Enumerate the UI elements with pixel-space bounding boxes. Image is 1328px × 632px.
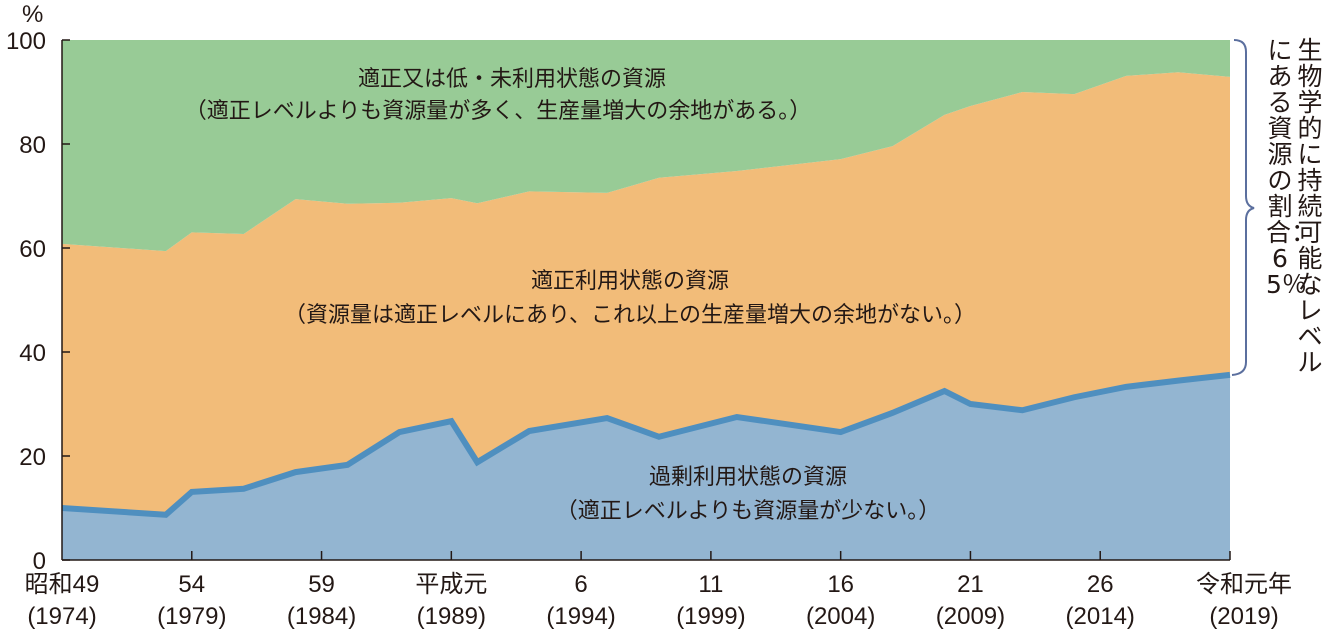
- x-axis-labels: 昭和49 (1974) 54 (1979) 59 (1984) 平成元 (1989) 6 (199…: [25, 571, 1292, 630]
- x-tick-era-label: 21: [957, 571, 984, 598]
- x-tick-era-label: 令和元年: [1196, 571, 1292, 598]
- overexploited-boundary-line: [61, 371, 1231, 518]
- x-tick-year-label: (1989): [417, 603, 486, 630]
- x-tick-era-label: 昭和49: [25, 571, 100, 598]
- y-tick-label: 0: [33, 548, 46, 575]
- blue-area-title: 過剰利用状態の資源: [649, 465, 847, 490]
- x-tick-era-label: 平成元: [415, 571, 487, 598]
- orange-area-subtitle: （資源量は適正レベルにあり、これ以上の生産量増大の余地がない。）: [284, 303, 976, 328]
- bracket-label-col1: 生物学的に持続可能なレベル: [1297, 36, 1323, 377]
- moderately-exploited-area: [62, 72, 1230, 515]
- x-tick-year-label: (1999): [676, 603, 745, 630]
- y-tick-label: 60: [19, 236, 46, 263]
- green-area-title: 適正又は低・未利用状態の資源: [358, 67, 666, 92]
- blue-area-subtitle: （適正レベルよりも資源量が少ない。）: [556, 499, 941, 524]
- x-tick-era-label: 6: [574, 571, 587, 598]
- x-tick-era-label: 16: [827, 571, 854, 598]
- axes: [61, 39, 1231, 561]
- x-tick-year-label: (2009): [936, 603, 1005, 630]
- x-tick-year-label: (1979): [157, 603, 226, 630]
- x-tick-era-label: 26: [1087, 571, 1114, 598]
- sustainable-share-bracket: [1231, 39, 1255, 376]
- x-tick-era-label: 59: [308, 571, 335, 598]
- y-axis-unit: %: [22, 1, 43, 28]
- underexploited-area: [62, 40, 1230, 252]
- x-tick-era-label: 11: [698, 571, 723, 598]
- x-tick-year-label: (2019): [1209, 603, 1278, 630]
- y-axis-labels: 0 20 40 60 80 100: [6, 28, 46, 575]
- x-tick-year-label: (2004): [806, 603, 875, 630]
- bracket-label-col2: にある資源の割合：65％: [1266, 36, 1317, 299]
- x-tick-era-label: 54: [178, 571, 205, 598]
- x-tick-year-label: (1974): [27, 603, 96, 630]
- overexploited-area: [62, 374, 1230, 560]
- y-tick-label: 80: [19, 132, 46, 159]
- y-tick-label: 100: [6, 28, 46, 55]
- green-area-subtitle: （適正レベルよりも資源量が多く、生産量増大の余地がある。）: [185, 99, 812, 124]
- x-tick-year-label: (1994): [546, 603, 615, 630]
- plot-areas: [61, 40, 1231, 560]
- orange-area-title: 適正利用状態の資源: [531, 269, 729, 294]
- x-tick-year-label: (1984): [287, 603, 356, 630]
- x-tick-year-label: (2014): [1066, 603, 1135, 630]
- y-tick-label: 20: [19, 444, 46, 471]
- y-tick-label: 40: [19, 340, 46, 367]
